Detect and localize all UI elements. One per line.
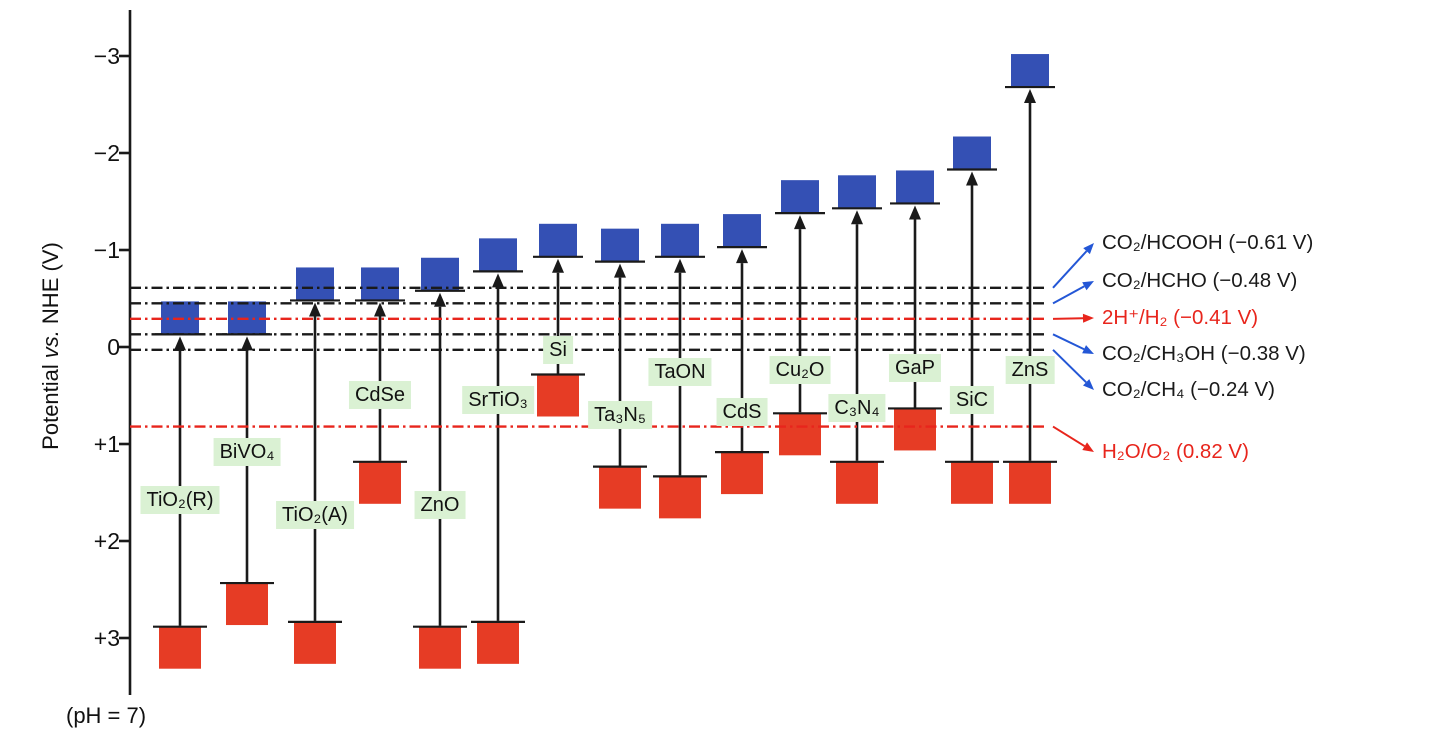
redox-couple-label: CO₂/HCHO (−0.48 V): [1102, 269, 1298, 292]
conduction-band-square: [953, 136, 991, 170]
redox-couple-label: H₂O/O₂ (0.82 V): [1102, 440, 1249, 463]
conduction-band-square: [838, 175, 876, 209]
valence-band-square: [537, 374, 579, 417]
conduction-band-square: [479, 238, 517, 272]
bandgap-arrow-head: [736, 249, 748, 264]
valence-band-square: [477, 621, 519, 664]
bandgap-arrow-head: [174, 336, 186, 351]
conduction-band-square: [296, 267, 334, 301]
semiconductor-label: BiVO₄: [213, 438, 281, 466]
redox-pointer-arrow-shaft: [1052, 425, 1086, 448]
valence-band-square: [1009, 461, 1051, 504]
valence-band-square: [659, 476, 701, 519]
bandgap-arrow-head: [674, 258, 686, 273]
conduction-band-square: [421, 257, 459, 291]
redox-couple-label: CO₂/CH₃OH (−0.38 V): [1102, 342, 1306, 365]
redox-pointer-arrow-head: [1082, 281, 1094, 291]
semiconductor-label: Cu₂O: [769, 356, 831, 384]
conduction-band-square: [539, 223, 577, 257]
y-tick-label: −1: [93, 237, 120, 263]
semiconductor-label: CdSe: [348, 381, 412, 409]
semiconductor-label: Si: [543, 336, 573, 364]
semiconductor-label: Ta₃N₅: [588, 401, 652, 429]
conduction-band-square: [661, 223, 699, 257]
valence-band-square: [294, 621, 336, 664]
bandgap-arrow-head: [241, 336, 253, 351]
y-axis-title: Potential vs. NHE (V): [38, 196, 64, 496]
redox-pointer-arrow-shaft: [1052, 333, 1085, 351]
ph-note: (pH = 7): [66, 703, 147, 728]
redox-pointer-arrow-head: [1082, 442, 1094, 452]
semiconductor-label: TiO₂(A): [276, 501, 354, 529]
bandgap-arrow-head: [434, 292, 446, 307]
conduction-band-square: [723, 214, 761, 248]
valence-band-square: [951, 461, 993, 504]
bandgap-arrow-head: [909, 205, 921, 220]
y-tick-label: 0: [107, 334, 120, 360]
semiconductor-label: SrTiO₃: [462, 386, 534, 414]
conduction-band-square: [781, 180, 819, 214]
redox-pointer-arrow-head: [1082, 379, 1094, 390]
valence-band-square: [721, 452, 763, 495]
conduction-band-square: [1011, 54, 1049, 88]
semiconductor-label: TaON: [648, 358, 712, 386]
valence-band-square: [779, 413, 821, 456]
valence-band-square: [894, 408, 936, 451]
semiconductor-label: CdS: [716, 398, 768, 426]
conduction-band-square: [361, 267, 399, 301]
y-axis-title-prefix: Potential: [38, 364, 63, 450]
semiconductor-label: GaP: [888, 354, 942, 382]
redox-couple-label: CO₂/CH₄ (−0.24 V): [1102, 378, 1275, 401]
y-tick-label: +3: [93, 625, 120, 651]
conduction-band-square: [896, 170, 934, 204]
bandgap-arrow-head: [614, 263, 626, 278]
semiconductor-label: ZnO: [414, 491, 466, 519]
redox-pointer-arrow-shaft: [1052, 317, 1084, 320]
bandgap-arrow-head: [966, 171, 978, 186]
y-tick-label: −3: [93, 43, 120, 69]
redox-pointer-arrow-head: [1083, 243, 1094, 255]
bandgap-arrow-head: [794, 215, 806, 230]
semiconductor-label: C₃N₄: [828, 394, 886, 422]
valence-band-square: [359, 461, 401, 504]
conduction-band-square: [601, 228, 639, 262]
redox-pointer-arrow-head: [1082, 313, 1094, 323]
valence-band-square: [836, 461, 878, 504]
y-tick-label: +1: [93, 431, 120, 457]
bandgap-arrow-head: [1024, 89, 1036, 104]
redox-pointer-arrow-head: [1082, 345, 1094, 354]
redox-pointer-arrow-shaft: [1052, 250, 1088, 289]
redox-pointer-arrow-shaft: [1052, 285, 1085, 305]
y-tick-label: −2: [93, 140, 120, 166]
redox-couple-label: CO₂/HCOOH (−0.61 V): [1102, 231, 1314, 254]
semiconductor-label: SiC: [949, 386, 995, 414]
redox-couple-label: 2H⁺/H₂ (−0.41 V): [1102, 306, 1259, 329]
y-axis-title-vs: vs.: [38, 330, 63, 359]
semiconductor-label: TiO₂(R): [140, 486, 220, 514]
bandgap-arrow-head: [374, 302, 386, 317]
bandgap-arrow-head: [492, 273, 504, 288]
redox-pointer-arrow-shaft: [1052, 349, 1087, 384]
semiconductor-label: ZnS: [1005, 356, 1055, 384]
valence-band-square: [419, 626, 461, 669]
y-tick-label: +2: [93, 528, 120, 554]
bandgap-arrow-head: [552, 258, 564, 273]
valence-band-square: [599, 466, 641, 509]
bandgap-arrow-head: [309, 302, 321, 317]
bandgap-arrow-head: [851, 210, 863, 225]
valence-band-square: [226, 583, 268, 626]
valence-band-square: [159, 626, 201, 669]
y-axis-title-suffix: NHE (V): [38, 242, 63, 325]
